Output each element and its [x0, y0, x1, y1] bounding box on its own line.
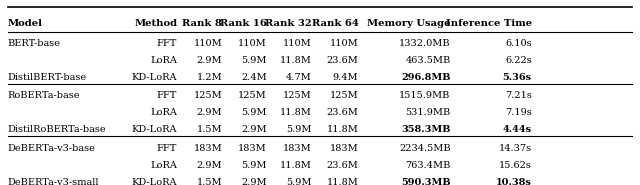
Text: 531.9MB: 531.9MB: [405, 108, 451, 117]
Text: 5.9M: 5.9M: [241, 56, 267, 65]
Text: 1515.9MB: 1515.9MB: [399, 91, 451, 100]
Text: 358.3MB: 358.3MB: [401, 125, 451, 134]
Text: 2.9M: 2.9M: [241, 178, 267, 185]
Text: 23.6M: 23.6M: [326, 56, 358, 65]
Text: 1.5M: 1.5M: [196, 178, 222, 185]
Text: 6.22s: 6.22s: [505, 56, 532, 65]
Text: 15.62s: 15.62s: [499, 161, 532, 170]
Text: 6.10s: 6.10s: [505, 39, 532, 48]
Text: 7.19s: 7.19s: [505, 108, 532, 117]
Text: BERT-base: BERT-base: [8, 39, 61, 48]
Text: LoRA: LoRA: [150, 161, 177, 170]
Text: DistilRoBERTa-base: DistilRoBERTa-base: [8, 125, 106, 134]
Text: RoBERTa-base: RoBERTa-base: [8, 91, 80, 100]
Text: 110M: 110M: [238, 39, 267, 48]
Text: 2.9M: 2.9M: [196, 56, 222, 65]
Text: 183M: 183M: [283, 144, 312, 153]
Text: DeBERTa-v3-small: DeBERTa-v3-small: [8, 178, 99, 185]
Text: 5.9M: 5.9M: [286, 125, 312, 134]
Text: Method: Method: [134, 19, 177, 28]
Text: FFT: FFT: [157, 39, 177, 48]
Text: 296.8MB: 296.8MB: [401, 73, 451, 82]
Text: 2234.5MB: 2234.5MB: [399, 144, 451, 153]
Text: 5.9M: 5.9M: [241, 108, 267, 117]
Text: 23.6M: 23.6M: [326, 108, 358, 117]
Text: 11.8M: 11.8M: [326, 178, 358, 185]
Text: 183M: 183M: [193, 144, 222, 153]
Text: 14.37s: 14.37s: [499, 144, 532, 153]
Text: 11.8M: 11.8M: [280, 56, 312, 65]
Text: 110M: 110M: [283, 39, 312, 48]
Text: 4.7M: 4.7M: [286, 73, 312, 82]
Text: 2.9M: 2.9M: [196, 161, 222, 170]
Text: 2.9M: 2.9M: [241, 125, 267, 134]
Text: 183M: 183M: [238, 144, 267, 153]
Text: LoRA: LoRA: [150, 108, 177, 117]
Text: 9.4M: 9.4M: [333, 73, 358, 82]
Text: 763.4MB: 763.4MB: [405, 161, 451, 170]
Text: 125M: 125M: [238, 91, 267, 100]
Text: DeBERTa-v3-base: DeBERTa-v3-base: [8, 144, 95, 153]
Text: FFT: FFT: [157, 144, 177, 153]
Text: Rank 8: Rank 8: [182, 19, 222, 28]
Text: 1332.0MB: 1332.0MB: [399, 39, 451, 48]
Text: Inference Time: Inference Time: [445, 19, 532, 28]
Text: Model: Model: [8, 19, 43, 28]
Text: 5.9M: 5.9M: [241, 161, 267, 170]
Text: 4.44s: 4.44s: [502, 125, 532, 134]
Text: 11.8M: 11.8M: [280, 108, 312, 117]
Text: 2.9M: 2.9M: [196, 108, 222, 117]
Text: 183M: 183M: [330, 144, 358, 153]
Text: 1.2M: 1.2M: [196, 73, 222, 82]
Text: DistilBERT-base: DistilBERT-base: [8, 73, 87, 82]
Text: 23.6M: 23.6M: [326, 161, 358, 170]
Text: 5.36s: 5.36s: [502, 73, 532, 82]
Text: 1.5M: 1.5M: [196, 125, 222, 134]
Text: 110M: 110M: [330, 39, 358, 48]
Text: 7.21s: 7.21s: [505, 91, 532, 100]
Text: 125M: 125M: [193, 91, 222, 100]
Text: 11.8M: 11.8M: [326, 125, 358, 134]
Text: 5.9M: 5.9M: [286, 178, 312, 185]
Text: KD-LoRA: KD-LoRA: [132, 73, 177, 82]
Text: 110M: 110M: [193, 39, 222, 48]
Text: 125M: 125M: [330, 91, 358, 100]
Text: Rank 16: Rank 16: [220, 19, 267, 28]
Text: Rank 64: Rank 64: [312, 19, 358, 28]
Text: LoRA: LoRA: [150, 56, 177, 65]
Text: 10.38s: 10.38s: [496, 178, 532, 185]
Text: 125M: 125M: [283, 91, 312, 100]
Text: 2.4M: 2.4M: [241, 73, 267, 82]
Text: 590.3MB: 590.3MB: [401, 178, 451, 185]
Text: Rank 32: Rank 32: [265, 19, 312, 28]
Text: 463.5MB: 463.5MB: [405, 56, 451, 65]
Text: KD-LoRA: KD-LoRA: [132, 125, 177, 134]
Text: 11.8M: 11.8M: [280, 161, 312, 170]
Text: KD-LoRA: KD-LoRA: [132, 178, 177, 185]
Text: FFT: FFT: [157, 91, 177, 100]
Text: Memory Usage: Memory Usage: [367, 19, 451, 28]
